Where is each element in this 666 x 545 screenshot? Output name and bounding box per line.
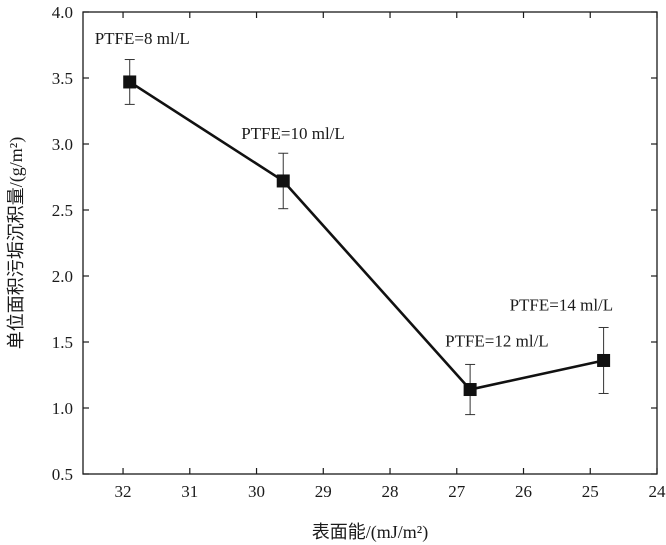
y-tick-label: 4.0 <box>52 3 73 22</box>
point-annotation: PTFE=14 ml/L <box>510 295 614 314</box>
y-axis-label: 单位面积污垢沉积量/(g/m²) <box>6 137 27 349</box>
y-tick-label: 1.5 <box>52 333 73 352</box>
x-tick-label: 24 <box>649 482 666 501</box>
data-point-marker <box>463 383 477 397</box>
x-tick-label: 29 <box>315 482 332 501</box>
axes <box>82 11 658 475</box>
x-axis-label: 表面能/(mJ/m²) <box>312 522 428 543</box>
plot-area <box>123 59 611 416</box>
y-tick-label: 0.5 <box>52 465 73 484</box>
x-tick-label: 27 <box>448 482 466 501</box>
data-point-marker <box>123 75 137 89</box>
ticks: 32 31 30 29 28 27 26 25 24 0.5 1.0 1.5 2.0 2.5 3.0 3.5 4… <box>52 3 666 501</box>
x-tick-label: 28 <box>382 482 399 501</box>
point-labels: PTFE=8 ml/L PTFE=10 ml/L PTFE=12 ml/L PTFE=… <box>95 29 613 351</box>
data-point-marker <box>276 174 290 188</box>
y-tick-label: 1.0 <box>52 399 73 418</box>
x-tick-label: 26 <box>515 482 532 501</box>
plot-frame <box>82 11 658 475</box>
x-tick-label: 25 <box>582 482 599 501</box>
x-tick-label: 30 <box>248 482 265 501</box>
y-tick-label: 3.0 <box>52 135 73 154</box>
series-line <box>129 80 604 391</box>
data-point-marker <box>597 353 611 367</box>
y-tick-label: 2.5 <box>52 201 73 220</box>
point-annotation: PTFE=10 ml/L <box>241 124 345 143</box>
x-tick-label: 31 <box>181 482 198 501</box>
point-annotation: PTFE=8 ml/L <box>95 29 190 48</box>
y-tick-label: 3.5 <box>52 69 73 88</box>
y-tick-label: 2.0 <box>52 267 73 286</box>
x-tick-label: 32 <box>115 482 132 501</box>
point-annotation: PTFE=12 ml/L <box>445 332 549 351</box>
